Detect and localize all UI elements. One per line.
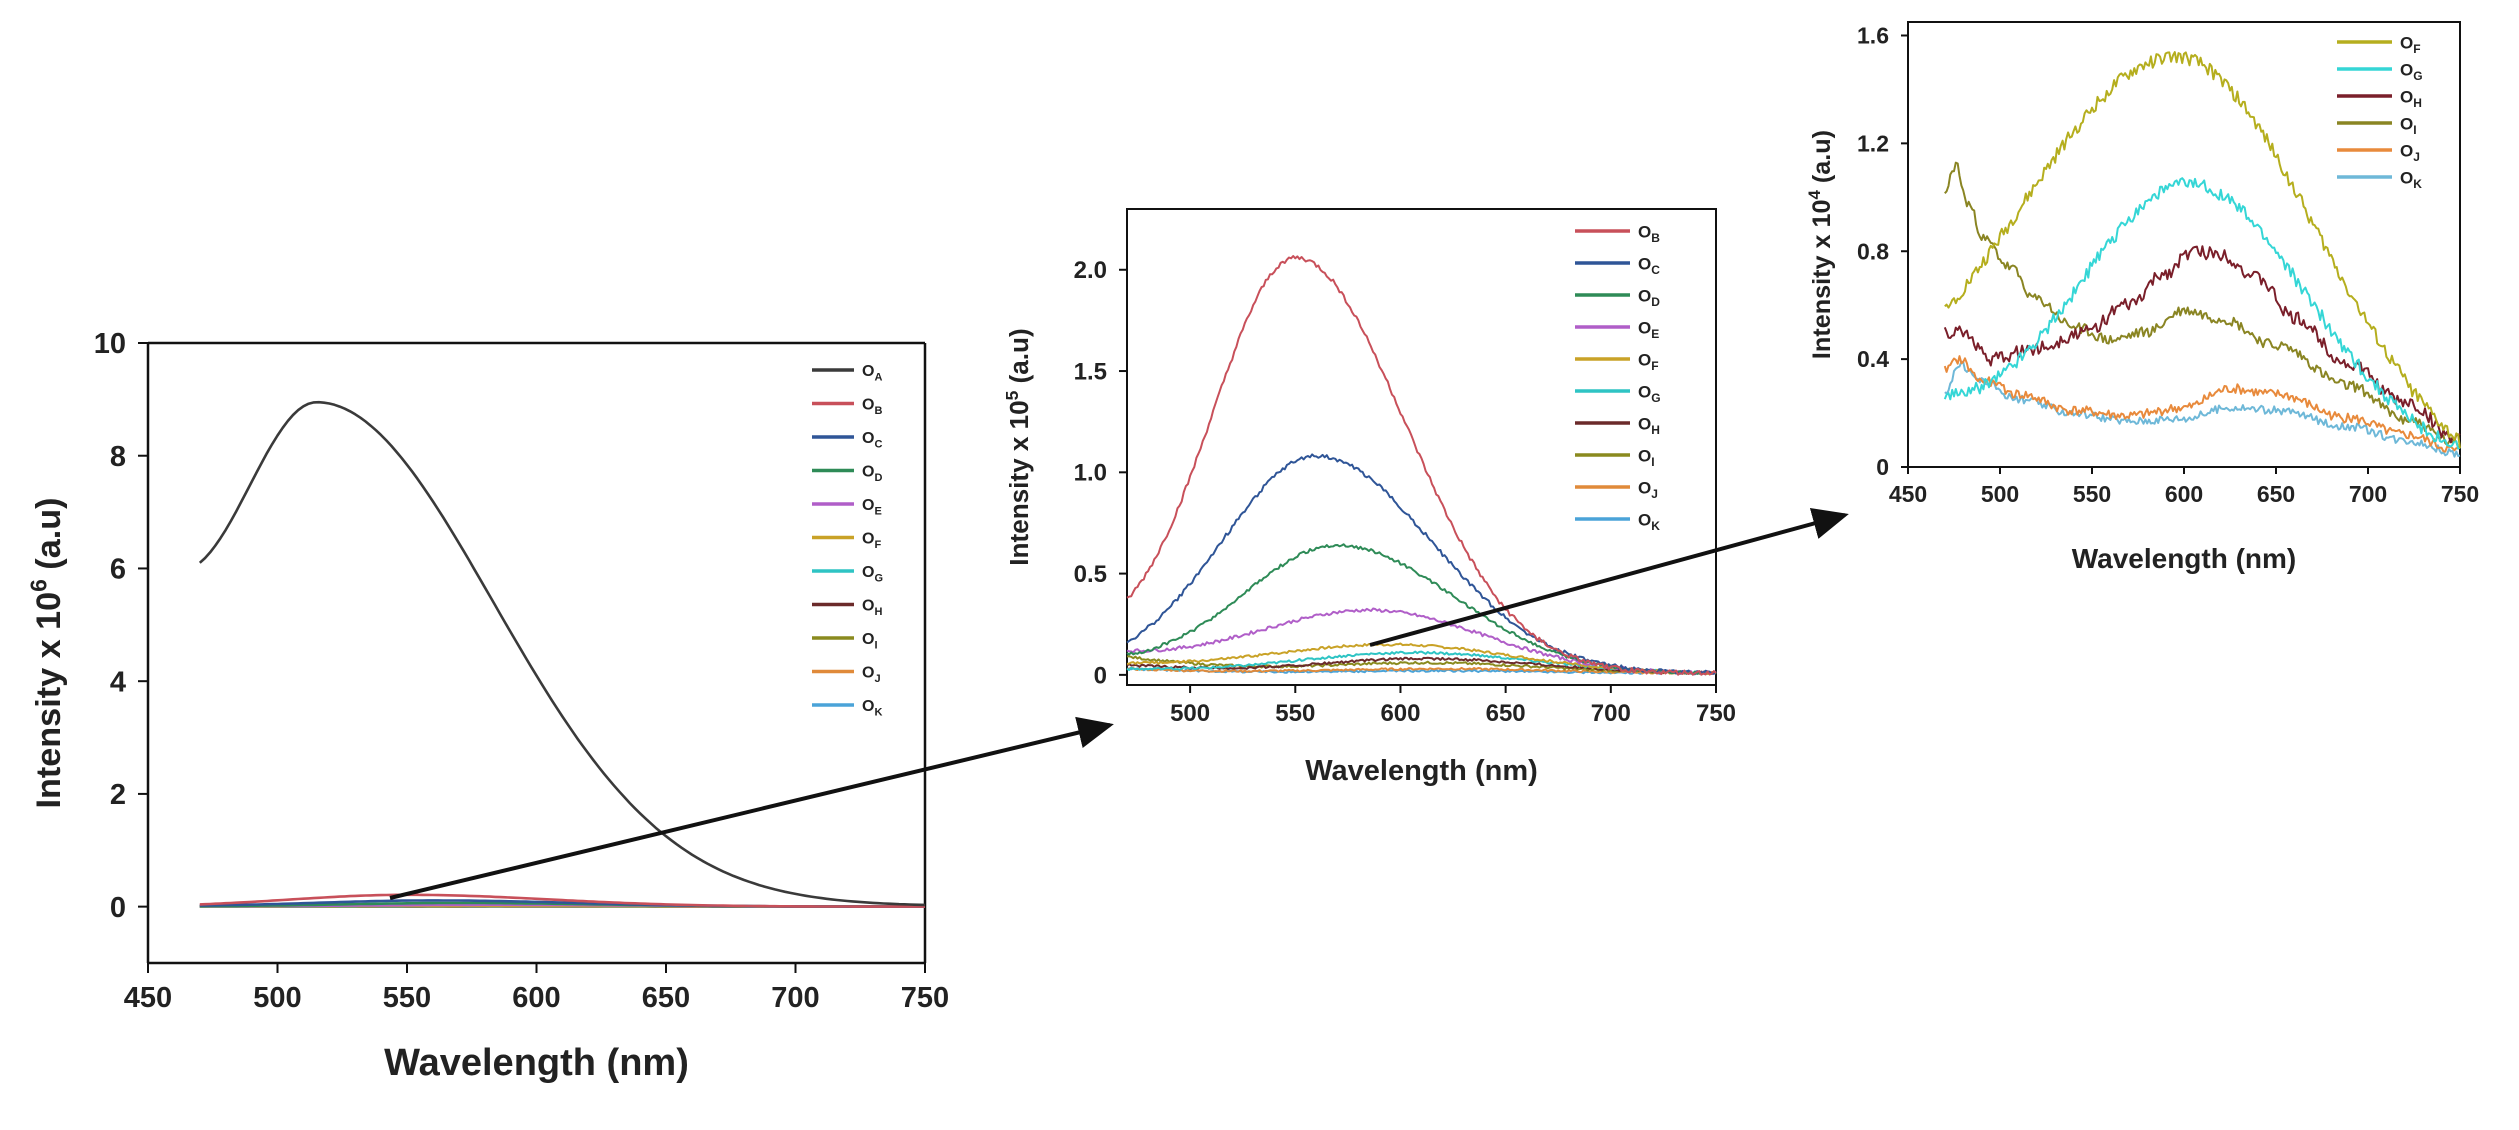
x-tick-label: 450 (124, 982, 172, 1014)
legend-label: OE (862, 497, 882, 517)
legend-label: OI (1638, 446, 1655, 469)
legend-label: OF (862, 531, 881, 551)
x-tick-label: 650 (2257, 481, 2295, 507)
legend-label: OC (1638, 254, 1660, 277)
legend-label: OG (1638, 382, 1661, 405)
y-tick-label: 6 (110, 554, 126, 586)
y-tick-label: 0 (110, 892, 126, 924)
inset-chart-1: 500 550 600 650 700 750 0 0.5 1.0 1.5 2.0 Wavelengt… (1002, 208, 1736, 787)
y-tick-label: 4 (110, 666, 126, 698)
x-tick-label: 600 (512, 982, 560, 1014)
x-tick-label: 450 (1889, 481, 1927, 507)
y-tick-label: 1.0 (1074, 460, 1107, 487)
x-axis-label: Wavelength (nm) (2072, 543, 2297, 574)
y-axis-label: Intensity x 104 (a.u) (1805, 130, 1836, 359)
x-tick-label: 600 (1380, 700, 1420, 727)
series-line-OK (1944, 360, 2461, 458)
x-tick-label: 550 (383, 982, 431, 1014)
x-tick-label: 500 (253, 982, 301, 1014)
legend-label: OD (1638, 286, 1660, 309)
x-tick-label: 650 (642, 982, 690, 1014)
y-axis-label: Intensity x 106 (a.u) (26, 498, 68, 809)
x-tick-label: 550 (1275, 700, 1315, 727)
y-tick-label: 2 (110, 779, 126, 811)
x-tick-label: 500 (1981, 481, 2019, 507)
y-tick-label: 2.0 (1074, 257, 1107, 284)
y-tick-label: 1.6 (1857, 23, 1889, 49)
legend-label: OK (1638, 510, 1660, 533)
legend-label: OH (1638, 414, 1660, 437)
series-line-OB (1126, 255, 1717, 676)
legend-label: OE (1638, 318, 1659, 341)
legend-label: OG (862, 564, 883, 584)
y-tick-label: 0 (1094, 662, 1107, 689)
y-tick-label: 1.5 (1074, 358, 1107, 385)
y-tick-label: 0.8 (1857, 238, 1889, 264)
x-tick-label: 700 (2349, 481, 2387, 507)
y-tick-label: 1.2 (1857, 130, 1889, 156)
x-tick-label: 600 (2165, 481, 2203, 507)
y-tick-label: 0.5 (1074, 561, 1107, 588)
legend-label: OK (2400, 168, 2422, 191)
legend-label: OF (2400, 33, 2421, 56)
series-line-OF (1944, 51, 2461, 449)
y-tick-label: 0.4 (1857, 346, 1889, 372)
series-line-OI (1126, 655, 1717, 675)
y-axis-label: Intensity x 105 (a.u) (1002, 328, 1034, 565)
legend-label: OI (2400, 114, 2417, 137)
x-tick-label: 700 (771, 982, 819, 1014)
series-line-OH (1126, 656, 1717, 675)
plot-frame (1126, 208, 1717, 686)
y-tick-label: 8 (110, 441, 126, 473)
series-line-OD (1126, 543, 1717, 676)
legend-label: OI (862, 631, 878, 651)
legend-label: OB (1638, 222, 1660, 245)
legend: OB OC OD OE OF OG OH OI OJ OK (1575, 222, 1661, 533)
legend-label: OH (862, 598, 882, 618)
x-tick-label: 550 (2073, 481, 2111, 507)
series-line-OG (1943, 177, 2461, 450)
legend: OF OG OH OI OJ OK (2337, 33, 2423, 191)
zoom-arrow-2 (1369, 508, 1849, 647)
legend-label: OC (862, 430, 882, 450)
inset-chart-2: 450 500 550 600 650 700 750 0 0.4 0.8 1.2 1.6 Wavele… (1805, 21, 2479, 574)
legend-label: OJ (1638, 478, 1658, 501)
x-tick-label: 750 (901, 982, 949, 1014)
x-axis-label: Wavelength (nm) (384, 1042, 689, 1084)
legend-label: OF (1638, 350, 1659, 373)
y-tick-label: 10 (94, 328, 126, 360)
series-line-OI (1944, 161, 2461, 449)
legend-label: OJ (2400, 141, 2420, 164)
series-line-OA (198, 400, 926, 907)
x-axis-label: Wavelength (nm) (1305, 755, 1538, 787)
legend-label: OD (862, 464, 882, 484)
series-line-OJ (1943, 355, 2461, 453)
x-tick-label: 500 (1170, 700, 1210, 727)
legend-label: OG (2400, 60, 2423, 83)
legend: OA OB OC OD OE OF OG OH OI OJ OK (812, 363, 883, 719)
y-tick-label: 0 (1876, 454, 1889, 480)
legend-label: OA (862, 363, 882, 383)
x-tick-label: 650 (1486, 700, 1526, 727)
legend-label: OK (862, 698, 882, 718)
series-line-OB (199, 893, 925, 908)
legend-label: OB (862, 397, 882, 417)
zoom-arrow-1 (389, 716, 1114, 900)
x-tick-label: 700 (1591, 700, 1631, 727)
main-chart: 450 500 550 600 650 700 750 0 2 4 6 8 10 Wavelength (… (26, 328, 949, 1084)
x-tick-label: 750 (2441, 481, 2479, 507)
legend-label: OJ (862, 665, 881, 685)
legend-label: OH (2400, 87, 2422, 110)
x-tick-label: 750 (1696, 700, 1736, 727)
